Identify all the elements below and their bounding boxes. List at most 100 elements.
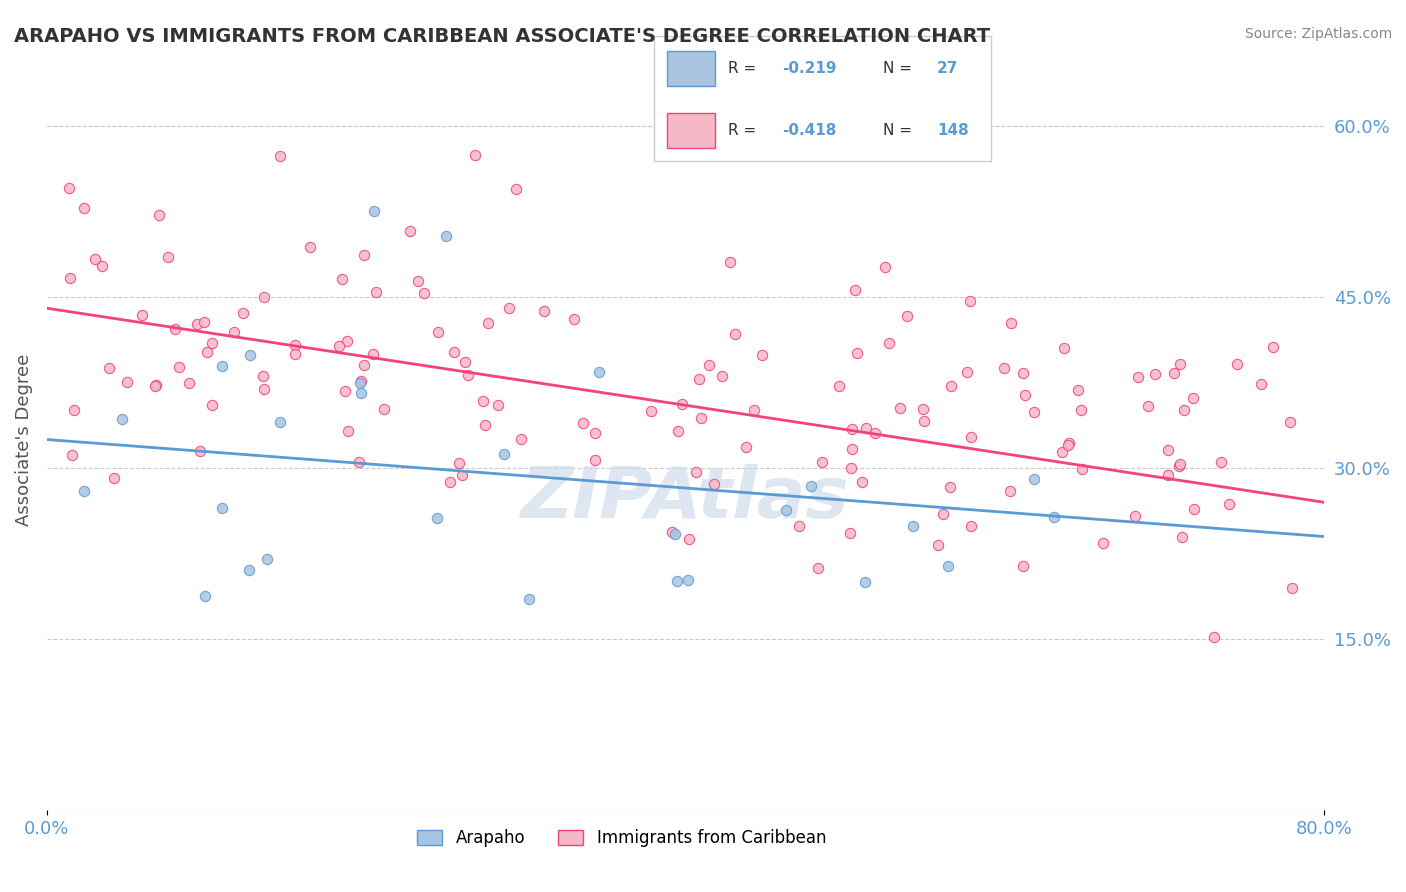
Point (1057, 438, 1080, 452)
Point (363, 203, 385, 218)
Point (439, 475, 461, 489)
Point (1204, 630, 1226, 644)
Text: 27: 27 (938, 61, 959, 76)
Point (1209, 455, 1232, 469)
Point (186, 317, 208, 331)
Point (959, 430, 981, 444)
Point (194, 589, 217, 603)
Point (201, 398, 224, 412)
Point (1182, 502, 1205, 516)
Point (426, 511, 449, 525)
Bar (668, 51, 714, 86)
Point (330, 271, 353, 285)
Point (839, 525, 862, 540)
Point (426, 325, 449, 339)
Point (828, 378, 851, 392)
Point (188, 444, 211, 458)
Legend: Arapaho, Immigrants from Caribbean: Arapaho, Immigrants from Caribbean (411, 822, 832, 855)
Point (97, 360, 120, 375)
Point (284, 338, 307, 352)
Point (742, 403, 765, 417)
Point (454, 354, 477, 368)
Point (1226, 357, 1249, 371)
Point (1157, 468, 1180, 483)
Point (960, 518, 983, 533)
Point (156, 250, 179, 264)
Point (1050, 444, 1073, 458)
Point (193, 315, 215, 329)
Point (1261, 340, 1284, 354)
Point (1000, 316, 1022, 330)
Point (72, 201, 94, 215)
Point (912, 402, 935, 417)
Point (685, 465, 707, 479)
Point (347, 455, 370, 469)
Point (457, 368, 479, 382)
Point (583, 425, 606, 440)
Point (855, 421, 877, 435)
Point (1173, 403, 1195, 417)
Point (807, 561, 830, 575)
Point (956, 365, 979, 379)
Point (1167, 459, 1189, 474)
Point (877, 336, 900, 351)
Point (111, 411, 134, 425)
Point (1126, 370, 1149, 384)
Point (253, 290, 276, 304)
Point (477, 317, 499, 331)
Point (671, 396, 693, 410)
Point (787, 519, 810, 533)
Point (91, 259, 114, 273)
Point (939, 480, 962, 494)
Point (464, 148, 486, 162)
Point (1092, 536, 1115, 550)
Text: 148: 148 (938, 123, 969, 138)
Point (844, 283, 866, 297)
Point (676, 574, 699, 588)
Point (697, 358, 720, 372)
Point (167, 360, 190, 375)
Point (232, 306, 254, 320)
Point (735, 440, 758, 454)
Point (936, 559, 959, 574)
Point (664, 527, 686, 541)
Point (1043, 509, 1066, 524)
Point (494, 447, 516, 461)
Point (533, 304, 555, 318)
Point (336, 424, 359, 438)
Point (269, 415, 291, 429)
Point (224, 325, 246, 339)
Point (845, 346, 868, 360)
Point (299, 240, 322, 254)
Point (800, 479, 823, 493)
Point (841, 442, 863, 457)
Point (498, 301, 520, 316)
Point (373, 401, 395, 416)
Point (932, 507, 955, 521)
Point (775, 503, 797, 517)
Point (703, 476, 725, 491)
Point (640, 404, 662, 418)
Point (256, 552, 278, 566)
Point (1123, 509, 1146, 524)
Point (443, 344, 465, 359)
Point (751, 348, 773, 362)
Point (863, 425, 886, 440)
Point (333, 384, 356, 398)
Text: ZIPAtlas: ZIPAtlas (522, 465, 849, 533)
Point (1168, 357, 1191, 371)
Point (486, 398, 509, 412)
Point (688, 372, 710, 386)
Point (179, 376, 201, 391)
Point (505, 181, 527, 195)
Text: R =: R = (728, 123, 761, 138)
Point (661, 525, 683, 540)
Point (195, 344, 218, 359)
Point (59, 270, 82, 285)
Point (211, 500, 233, 515)
Point (1022, 405, 1045, 419)
Point (474, 417, 496, 432)
Point (914, 414, 936, 428)
Point (583, 453, 606, 467)
Point (284, 347, 307, 361)
